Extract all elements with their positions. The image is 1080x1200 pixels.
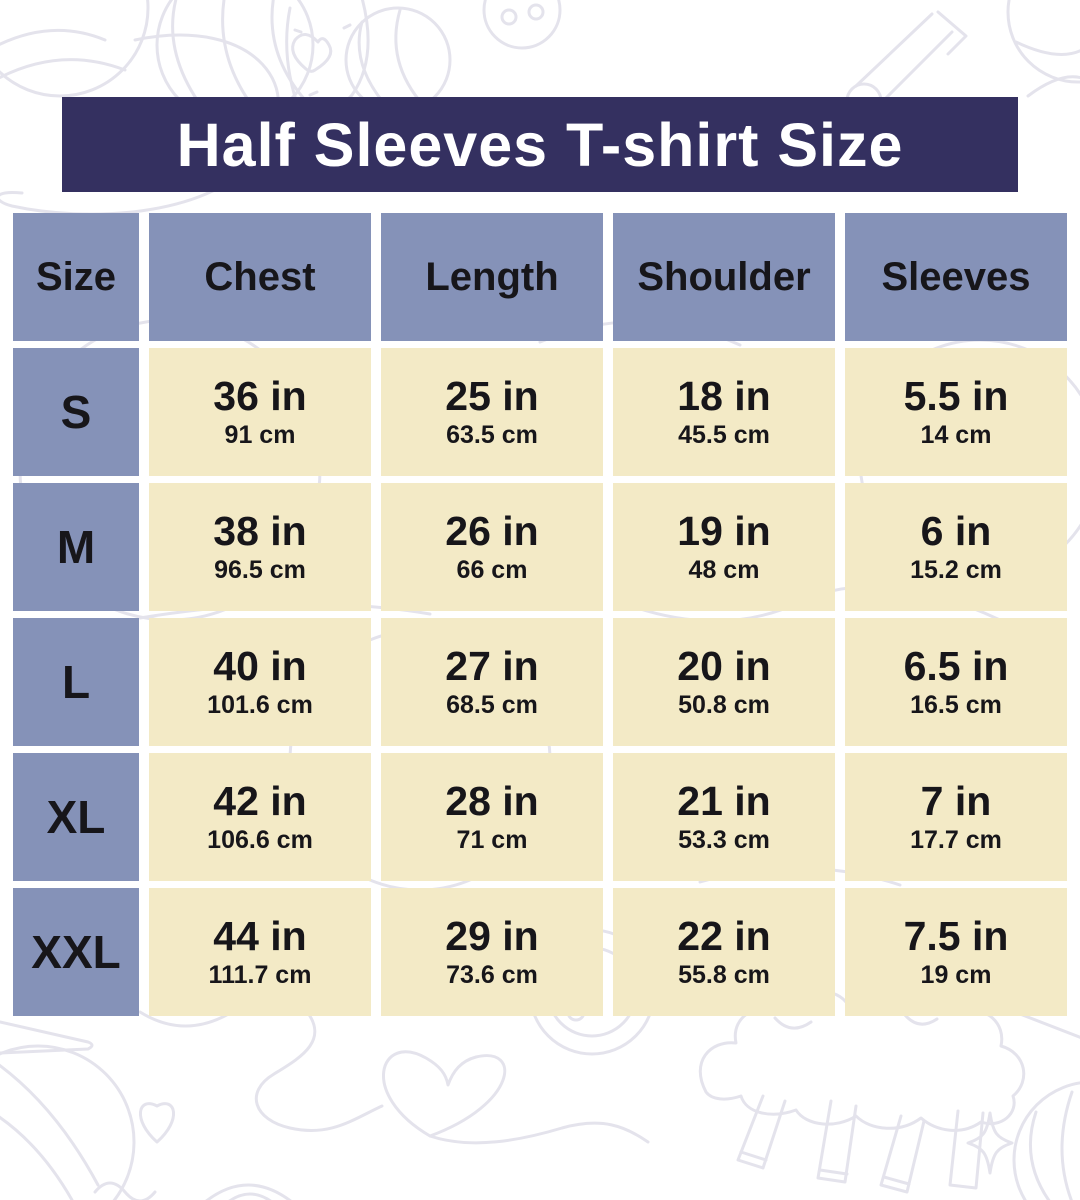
value-inches: 25 in (445, 373, 539, 420)
value-inches: 36 in (213, 373, 307, 420)
value-cm: 101.6 cm (207, 691, 313, 720)
value-cm: 48 cm (688, 556, 760, 585)
yarn-ball-doodle (1006, 0, 1080, 98)
value-cm: 63.5 cm (446, 421, 538, 450)
thread-heart-doodle (254, 1006, 650, 1145)
column-header-shoulder: Shoulder (613, 213, 835, 341)
column-header-sleeves: Sleeves (845, 213, 1067, 341)
column-header-length: Length (381, 213, 603, 341)
cell-l-length: 27 in 68.5 cm (381, 618, 603, 746)
value-cm: 16.5 cm (910, 691, 1002, 720)
row-label-xl: XL (13, 753, 139, 881)
row-label-s: S (13, 348, 139, 476)
value-inches: 20 in (677, 643, 771, 690)
sheep-doodle (698, 985, 1026, 1194)
value-cm: 71 cm (456, 826, 528, 855)
value-inches: 21 in (677, 778, 771, 825)
button-doodle (482, 0, 562, 50)
value-cm: 55.8 cm (678, 961, 770, 990)
yarn-ball-doodle (138, 1010, 292, 1200)
value-cm: 73.6 cm (446, 961, 538, 990)
value-inches: 40 in (213, 643, 307, 690)
page-title: Half Sleeves T-shirt Size (176, 110, 904, 179)
value-inches: 42 in (213, 778, 307, 825)
value-cm: 66 cm (456, 556, 528, 585)
value-cm: 19 cm (920, 961, 992, 990)
value-inches: 27 in (445, 643, 539, 690)
value-inches: 26 in (445, 508, 539, 555)
cell-l-shoulder: 20 in 50.8 cm (613, 618, 835, 746)
column-header-chest: Chest (149, 213, 371, 341)
cell-m-shoulder: 19 in 48 cm (613, 483, 835, 611)
cell-m-length: 26 in 66 cm (381, 483, 603, 611)
value-cm: 17.7 cm (910, 826, 1002, 855)
value-cm: 14 cm (920, 421, 992, 450)
cell-xxl-chest: 44 in 111.7 cm (149, 888, 371, 1016)
heart-doodle (138, 1102, 176, 1144)
value-cm: 68.5 cm (446, 691, 538, 720)
value-cm: 45.5 cm (678, 421, 770, 450)
yarn-ball-doodle (0, 1044, 157, 1200)
cell-xxl-shoulder: 22 in 55.8 cm (613, 888, 835, 1016)
value-cm: 53.3 cm (678, 826, 770, 855)
knitting-needle-doodle (0, 1020, 94, 1055)
value-cm: 96.5 cm (214, 556, 306, 585)
row-label-l: L (13, 618, 139, 746)
value-inches: 22 in (677, 913, 771, 960)
value-inches: 6.5 in (903, 643, 1009, 690)
value-inches: 7 in (920, 778, 992, 825)
value-inches: 18 in (677, 373, 771, 420)
value-inches: 7.5 in (903, 913, 1009, 960)
cell-s-length: 25 in 63.5 cm (381, 348, 603, 476)
cell-xxl-sleeves: 7.5 in 19 cm (845, 888, 1067, 1016)
title-banner: Half Sleeves T-shirt Size (62, 97, 1018, 192)
value-cm: 91 cm (224, 421, 296, 450)
value-inches: 44 in (213, 913, 307, 960)
cell-xl-sleeves: 7 in 17.7 cm (845, 753, 1067, 881)
cell-s-shoulder: 18 in 45.5 cm (613, 348, 835, 476)
value-cm: 111.7 cm (208, 961, 312, 990)
row-label-m: M (13, 483, 139, 611)
cell-xl-chest: 42 in 106.6 cm (149, 753, 371, 881)
yarn-ball-doodle (1012, 1012, 1080, 1200)
value-cm: 50.8 cm (678, 691, 770, 720)
cell-m-sleeves: 6 in 15.2 cm (845, 483, 1067, 611)
value-cm: 15.2 cm (910, 556, 1002, 585)
value-inches: 29 in (445, 913, 539, 960)
cell-xl-length: 28 in 71 cm (381, 753, 603, 881)
value-cm: 106.6 cm (207, 826, 313, 855)
row-label-xxl: XXL (13, 888, 139, 1016)
column-header-size: Size (13, 213, 139, 341)
cell-s-sleeves: 5.5 in 14 cm (845, 348, 1067, 476)
sparkle-doodle (966, 1111, 1014, 1175)
size-table: Size Chest Length Shoulder Sleeves S 36 … (13, 213, 1067, 1016)
cell-m-chest: 38 in 96.5 cm (149, 483, 371, 611)
cell-xxl-length: 29 in 73.6 cm (381, 888, 603, 1016)
value-inches: 6 in (920, 508, 992, 555)
cell-l-sleeves: 6.5 in 16.5 cm (845, 618, 1067, 746)
cell-s-chest: 36 in 91 cm (149, 348, 371, 476)
value-inches: 38 in (213, 508, 307, 555)
value-inches: 28 in (445, 778, 539, 825)
value-inches: 19 in (677, 508, 771, 555)
cell-xl-shoulder: 21 in 53.3 cm (613, 753, 835, 881)
value-inches: 5.5 in (903, 373, 1009, 420)
cell-l-chest: 40 in 101.6 cm (149, 618, 371, 746)
